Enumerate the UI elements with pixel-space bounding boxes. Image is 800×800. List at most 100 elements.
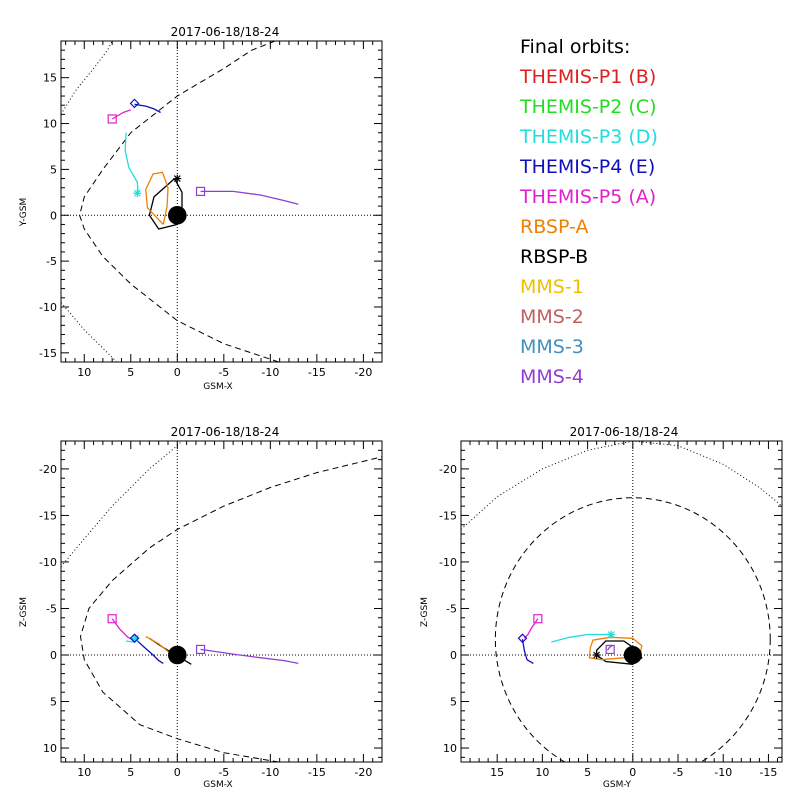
plot-xz-xlabel: GSM-X — [203, 780, 232, 790]
y-tick-label: 5 — [50, 696, 57, 709]
y-tick-label: -5 — [46, 255, 57, 268]
legend-item-rbsp-b: RBSP-B — [520, 246, 589, 268]
orbit-mms-4 — [606, 645, 613, 651]
y-tick-label: 0 — [50, 649, 57, 662]
plot-yz-title: 2017-06-18/18-24 — [570, 425, 679, 439]
y-tick-label: -10 — [39, 301, 57, 314]
mms-square-marker — [195, 186, 206, 197]
x-tick-label: -15 — [308, 766, 326, 779]
x-tick-label: 5 — [127, 366, 134, 379]
plot-xy-frame — [60, 40, 383, 363]
plot-yz-frame — [460, 440, 783, 763]
themis-p5-square-marker — [533, 614, 543, 624]
plot-xz-panel: 2017-06-18/18-24 GSM-X Z-GSM 10 5 0 -5 -10 -1… — [19, 425, 383, 790]
legend-item-mms-2: MMS-2 — [520, 306, 584, 328]
plot-yz-xlabel: GSM-Y — [603, 780, 632, 790]
y-tick-label: -5 — [46, 602, 57, 615]
earth-disk — [623, 645, 642, 665]
y-tick-label: -10 — [39, 556, 57, 569]
x-tick-label: -15 — [308, 366, 326, 379]
orbit-themis-p3-d — [124, 132, 139, 194]
plot-xz-ticks: 10 5 0 -5 -10 -15 -20 10 5 0 -5 -10 -15 -20 — [39, 440, 383, 779]
legend-item-themis-p3: THEMIS-P3 (D) — [520, 126, 658, 148]
x-tick-label: 10 — [77, 766, 91, 779]
y-tick-label: -15 — [39, 347, 57, 360]
themis-p5-square-marker — [107, 114, 117, 124]
legend: Final orbits: THEMIS-P1 (B) THEMIS-P2 (C… — [520, 32, 658, 392]
bow-shock-curve — [61, 302, 118, 362]
orbit-themis-p5-a — [523, 618, 539, 639]
y-tick-label: -20 — [39, 463, 57, 476]
legend-item-themis-p5: THEMIS-P5 (A) — [520, 186, 657, 208]
orbit-themis-p5-a — [111, 618, 134, 641]
legend-title: Final orbits: — [520, 36, 631, 58]
plot-xy-panel: 2017-06-18/18-24 GSM-X Y-GSM 10 5 0 -5 -10 -1… — [19, 25, 383, 392]
y-tick-label: -15 — [39, 509, 57, 522]
legend-item-rbsp-a: RBSP-A — [520, 216, 589, 238]
legend-item-mms-4: MMS-4 — [520, 366, 584, 388]
plot-xz-frame — [60, 440, 383, 763]
plot-yz-panel: 2017-06-18/18-24 GSM-Y Z-GSM 15 10 5 0 -5 -10… — [420, 425, 783, 790]
x-tick-label: 15 — [490, 766, 504, 779]
plot-yz-area — [461, 441, 782, 762]
legend-item-mms-1: MMS-1 — [520, 276, 584, 298]
themis-p5-square-marker — [107, 614, 117, 624]
plot-xy-ticks: 10 5 0 -5 -10 -15 -20 -15 -10 -5 0 5 10 15 — [39, 40, 383, 379]
rbsp-b-star-marker — [592, 651, 601, 659]
y-tick-label: 5 — [450, 696, 457, 709]
plot-xy-xlabel: GSM-X — [203, 382, 232, 392]
x-tick-label: 0 — [174, 766, 181, 779]
y-tick-label: 0 — [50, 209, 57, 222]
y-tick-label: 0 — [450, 649, 457, 662]
y-tick-label: -10 — [439, 556, 457, 569]
themis-p3-star-marker — [607, 630, 616, 639]
earth-disk — [168, 205, 187, 225]
orbit-rbsp-b — [148, 178, 183, 230]
rbsp-b-star-marker — [173, 174, 182, 183]
legend-item-themis-p4: THEMIS-P4 (E) — [520, 156, 656, 178]
magnetopause-curve — [79, 456, 382, 762]
bow-shock-curve — [61, 41, 113, 115]
x-tick-label: -10 — [261, 766, 279, 779]
orbit-rbsp-a — [145, 171, 169, 225]
themis-p4-diamond-marker — [129, 633, 140, 644]
x-tick-label: 0 — [629, 766, 636, 779]
bow-shock-curve — [461, 441, 782, 530]
magnetopause-curve — [79, 41, 279, 362]
plot-xy-title: 2017-06-18/18-24 — [171, 25, 280, 39]
themis-p3-star-marker — [131, 634, 140, 643]
plot-xz-title: 2017-06-18/18-24 — [171, 425, 280, 439]
legend-item-themis-p2: THEMIS-P2 (C) — [520, 96, 657, 118]
legend-item-mms-3: MMS-3 — [520, 336, 584, 358]
themis-p4-diamond-marker — [517, 633, 528, 644]
bow-shock-curve — [61, 441, 183, 567]
y-tick-label: 5 — [50, 163, 57, 176]
plot-xz-ylabel: Z-GSM — [19, 597, 29, 627]
plot-xz-area — [61, 441, 382, 762]
plot-yz-ylabel: Z-GSM — [420, 597, 430, 627]
x-tick-label: 10 — [77, 366, 91, 379]
orbit-rbsp-a — [588, 636, 643, 661]
themis-p4-diamond-marker — [129, 98, 140, 109]
x-tick-label: 10 — [535, 766, 549, 779]
plot-xy-ylabel: Y-GSM — [19, 198, 29, 227]
y-tick-label: 10 — [443, 742, 457, 755]
mms-square-marker — [195, 644, 206, 655]
x-tick-label: 5 — [127, 766, 134, 779]
x-tick-label: 0 — [174, 366, 181, 379]
x-tick-label: -5 — [218, 366, 229, 379]
plot-yz-ticks: 15 10 5 0 -5 -10 -15 10 5 0 -5 -10 -15 -20 — [439, 440, 782, 779]
x-tick-label: -10 — [714, 766, 732, 779]
magnetopause-curve — [494, 497, 771, 762]
y-tick-label: -5 — [446, 602, 457, 615]
orbit-mms-4 — [200, 190, 299, 205]
x-tick-label: -20 — [354, 366, 372, 379]
x-tick-label: -10 — [261, 366, 279, 379]
earth-disk — [168, 645, 187, 665]
y-tick-label: 10 — [43, 742, 57, 755]
y-tick-label: 10 — [43, 118, 57, 131]
themis-p3-star-marker — [133, 189, 142, 198]
x-tick-label: 5 — [584, 766, 591, 779]
x-tick-label: -5 — [673, 766, 684, 779]
